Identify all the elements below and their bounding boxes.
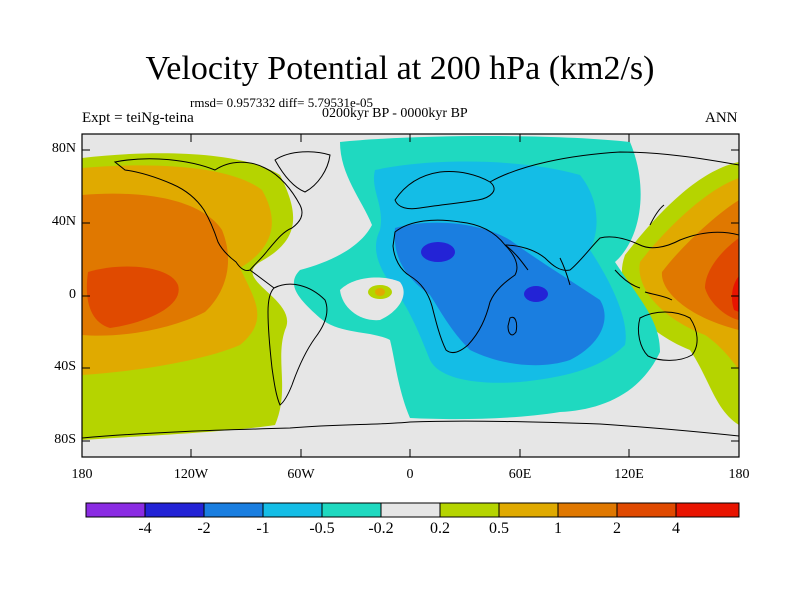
- coast-north-america: [113, 158, 303, 271]
- stats-label: rmsd= 0.957332 diff= 5.79531e-05: [190, 95, 374, 110]
- lat-tick-marks: [82, 149, 739, 442]
- coast-indonesia: [614, 269, 673, 301]
- coast-antarctica: [82, 420, 739, 439]
- lat-label-eq: 0: [69, 287, 76, 302]
- coastlines: [82, 151, 739, 439]
- colorbar-box-6: [380, 502, 441, 518]
- coast-central-america: [249, 269, 275, 289]
- colorbar-box-5: [321, 502, 382, 518]
- colorbar-label-10: 4: [672, 520, 680, 537]
- contour-field: [82, 134, 739, 457]
- lon-label-180e: 180: [728, 467, 750, 482]
- lon-label-120w: 120W: [173, 467, 209, 482]
- negative-region-2-indian: [524, 286, 548, 302]
- lat-label-80s: 80S: [54, 432, 76, 447]
- coast-asia: [489, 151, 739, 271]
- colorbar-box-3: [203, 502, 264, 518]
- coast-madagascar: [507, 316, 518, 336]
- colorbar-box-9: [557, 502, 618, 518]
- positive-region-west-pacific-2: [705, 238, 739, 320]
- coast-arabia-india: [504, 244, 571, 286]
- colorbar-label-1: -4: [138, 520, 152, 537]
- colorbar-box-2: [144, 502, 205, 518]
- map-title: Velocity Potential at 200 hPa (km2/s): [145, 50, 655, 87]
- colorbar-box-4: [262, 502, 323, 518]
- experiment-label: Expt = teiNg-teina: [82, 110, 194, 126]
- positive-region-east-pacific-2: [86, 266, 179, 328]
- colorbar-box-1: [85, 502, 146, 518]
- colorbar-label-3: -1: [256, 520, 270, 537]
- season-label: ANN: [705, 110, 738, 126]
- colorbar-box-7: [439, 502, 500, 518]
- lon-label-120e: 120E: [614, 467, 644, 482]
- coast-japan: [649, 204, 665, 226]
- lon-tick-marks: [190, 134, 630, 457]
- coast-greenland: [274, 151, 331, 193]
- colorbar-box-10: [616, 502, 677, 518]
- colorbar-label-8: 1: [554, 520, 562, 537]
- coast-africa: [392, 219, 518, 353]
- lon-label-60e: 60E: [508, 467, 532, 482]
- colorbar-label-6: 0.2: [430, 520, 450, 537]
- period-label: 0200kyr BP - 0000kyr BP: [322, 106, 468, 121]
- colorbar-box-8: [498, 502, 559, 518]
- coast-australia: [637, 311, 698, 361]
- atlantic-positive-pocket-05: [375, 288, 385, 296]
- colorbar-label-7: 0.5: [489, 520, 509, 537]
- colorbar: [85, 502, 740, 518]
- colorbar-label-9: 2: [613, 520, 621, 537]
- lat-label-40n: 40N: [51, 214, 76, 229]
- colorbar-label-4: -0.5: [309, 520, 335, 537]
- coast-europe: [394, 171, 495, 210]
- lon-label-60w: 60W: [287, 467, 315, 482]
- lon-label-0: 0: [406, 467, 414, 482]
- lon-label-180w: 180: [71, 467, 93, 482]
- positive-region-west-pacific-4: [731, 276, 739, 312]
- colorbar-label-2: -2: [197, 520, 211, 537]
- lat-label-40s: 40S: [54, 359, 76, 374]
- lat-label-80n: 80N: [51, 141, 76, 156]
- colorbar-box-11: [675, 502, 740, 518]
- negative-region-2-sahara: [421, 242, 455, 262]
- coast-south-america: [267, 283, 328, 406]
- colorbar-label-5: -0.2: [368, 520, 394, 537]
